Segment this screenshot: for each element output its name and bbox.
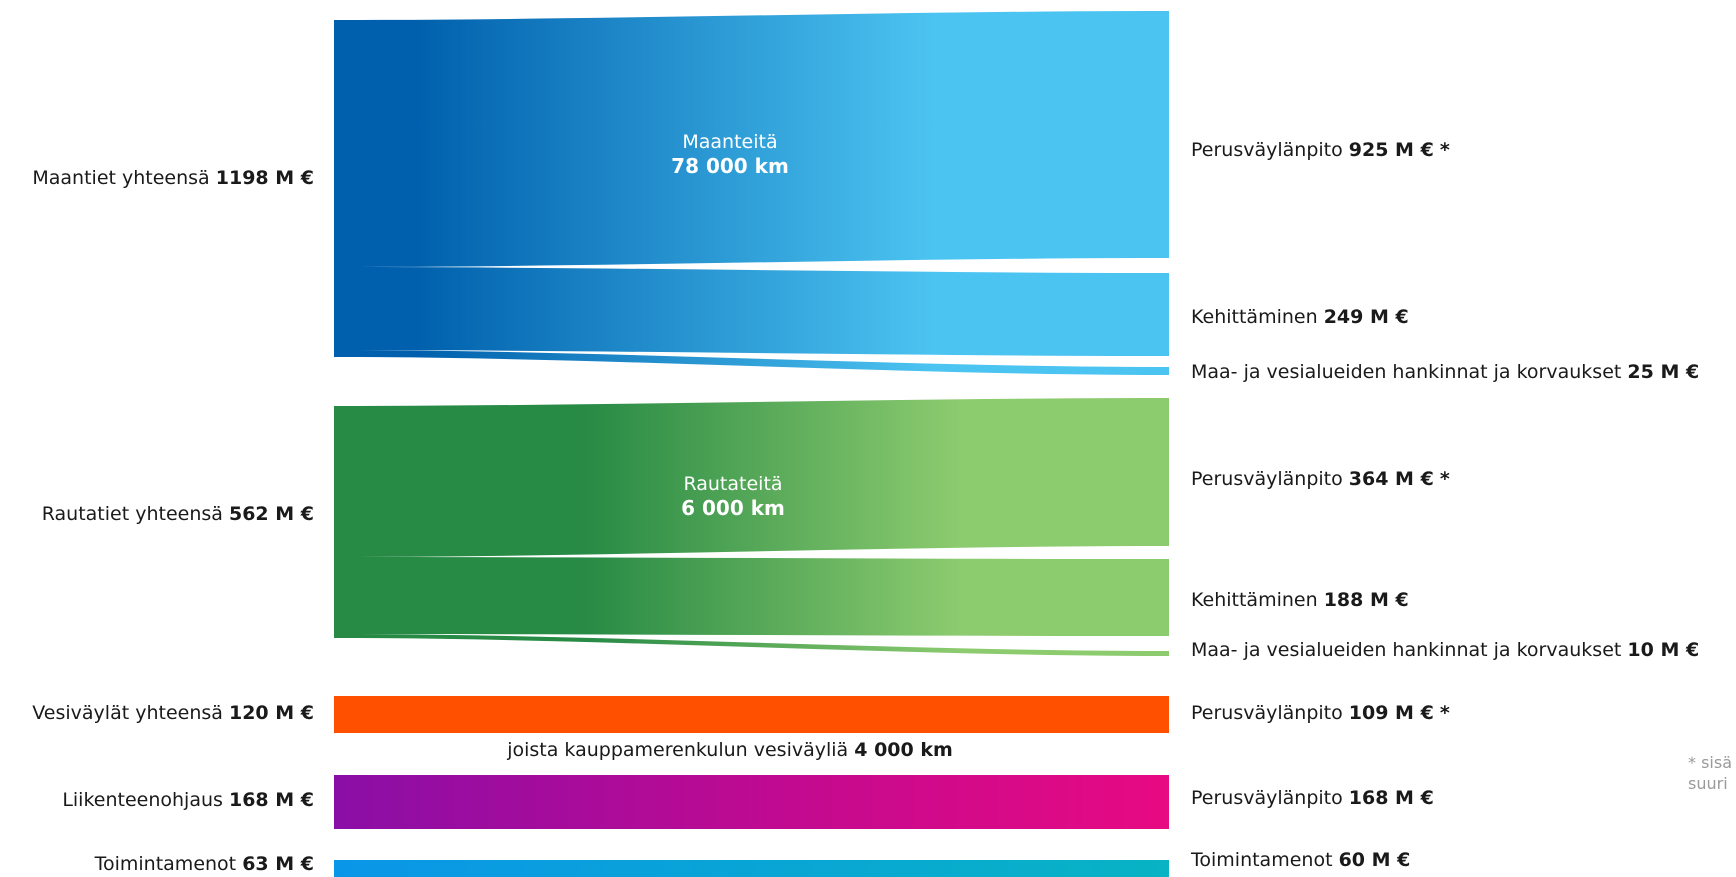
source-label-operating-costs: Toimintamenot 63 M €: [94, 853, 314, 875]
flow-band-2: [334, 267, 1169, 356]
target-label-road-development: Kehittäminen 249 M €: [1191, 306, 1409, 328]
flow-band-6: [334, 634, 1169, 656]
target-label-traffic-maintenance: Perusväylänpito 168 M €: [1191, 787, 1434, 809]
flow-band-4: [334, 398, 1169, 557]
waterway-length-note: joista kauppamerenkulun vesiväyliä 4 000…: [507, 739, 953, 761]
flow-band-3: [334, 350, 1169, 375]
flow-band-5: [334, 557, 1169, 636]
target-label-road-land: Maa- ja vesialueiden hankinnat ja korvau…: [1191, 361, 1700, 383]
target-label-rail-development: Kehittäminen 188 M €: [1191, 589, 1409, 611]
road-length-label: Maanteitä 78 000 km: [671, 131, 789, 178]
target-label-operating-costs: Toimintamenot 60 M €: [1191, 849, 1411, 871]
source-label-waterways: Vesiväylät yhteensä 120 M €: [32, 702, 314, 724]
target-label-road-maintenance: Perusväylänpito 925 M € *: [1191, 139, 1450, 161]
source-label-roads: Maantiet yhteensä 1198 M €: [32, 167, 314, 189]
footnote: * sisä suuri: [1688, 753, 1733, 793]
flow-band-7: [334, 696, 1169, 733]
source-label-rail: Rautatiet yhteensä 562 M €: [41, 503, 314, 525]
source-label-traffic-control: Liikenteenohjaus 168 M €: [62, 789, 314, 811]
target-label-water-maintenance: Perusväylänpito 109 M € *: [1191, 702, 1450, 724]
flow-band-9: [334, 860, 1169, 877]
rail-length-label: Rautateitä 6 000 km: [681, 473, 785, 520]
target-label-rail-land: Maa- ja vesialueiden hankinnat ja korvau…: [1191, 639, 1700, 661]
target-label-rail-maintenance: Perusväylänpito 364 M € *: [1191, 468, 1450, 490]
flow-band-8: [334, 775, 1169, 829]
flow-band-1: [334, 11, 1169, 267]
